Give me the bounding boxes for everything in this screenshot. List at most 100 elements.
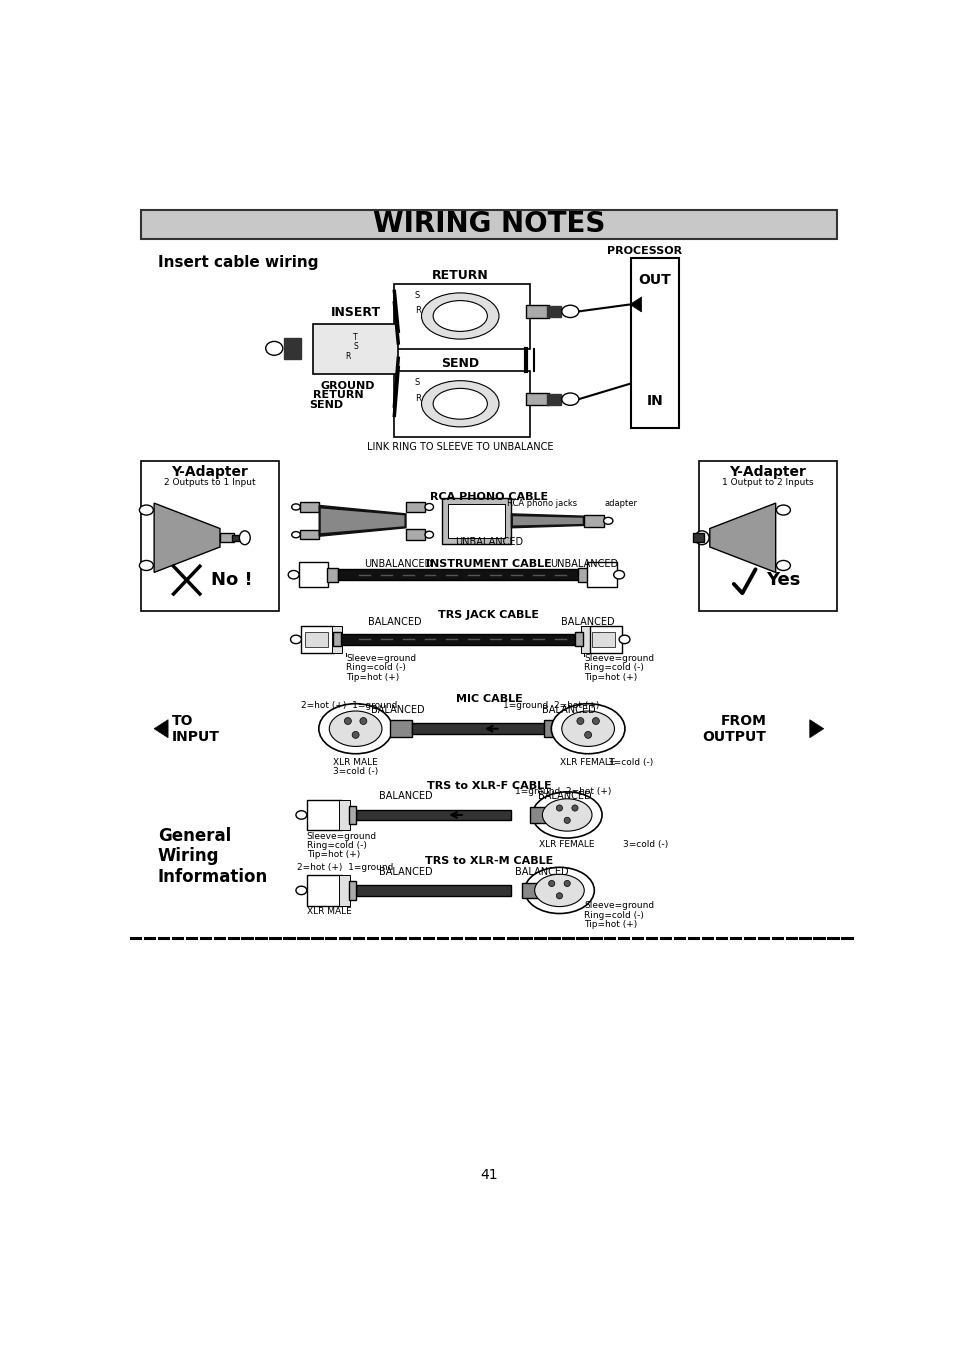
Ellipse shape	[776, 505, 790, 516]
Text: RETURN: RETURN	[432, 270, 488, 282]
Text: TO
INPUT: TO INPUT	[172, 714, 219, 744]
Text: UNBALANCED: UNBALANCED	[364, 559, 432, 568]
Bar	[589, 625, 621, 653]
Ellipse shape	[433, 389, 487, 420]
Ellipse shape	[563, 817, 570, 824]
Text: XLR MALE: XLR MALE	[307, 907, 352, 917]
Text: Sleeve=ground: Sleeve=ground	[583, 655, 654, 663]
Text: 1 Output to 2 Inputs: 1 Output to 2 Inputs	[721, 478, 813, 487]
Ellipse shape	[239, 531, 250, 544]
Ellipse shape	[421, 381, 498, 427]
Ellipse shape	[292, 504, 300, 510]
Polygon shape	[511, 514, 583, 528]
Ellipse shape	[603, 517, 612, 524]
Text: S: S	[415, 378, 420, 387]
Text: Ring=cold (-): Ring=cold (-)	[583, 910, 643, 919]
Bar	[543, 721, 565, 737]
Bar	[525, 305, 549, 317]
Ellipse shape	[618, 634, 629, 644]
Bar	[406, 529, 425, 540]
Text: TRS to XLR-M CABLE: TRS to XLR-M CABLE	[424, 856, 553, 867]
Text: Y-Adapter: Y-Adapter	[172, 466, 248, 479]
Ellipse shape	[561, 393, 578, 405]
Text: LINK RING TO SLEEVE TO UNBALANCE: LINK RING TO SLEEVE TO UNBALANCE	[367, 441, 553, 452]
Bar	[299, 531, 319, 539]
Text: BALANCED: BALANCED	[541, 705, 595, 716]
Polygon shape	[154, 720, 168, 737]
Text: 1=ground  2=hot (+): 1=ground 2=hot (+)	[515, 787, 611, 796]
Text: RCA PHONO CABLE: RCA PHONO CABLE	[430, 491, 547, 502]
Text: PROCESSOR: PROCESSOR	[607, 246, 682, 255]
Bar	[232, 535, 241, 541]
Polygon shape	[319, 505, 406, 536]
Bar	[692, 533, 703, 543]
Text: RETURN: RETURN	[313, 390, 363, 401]
Text: Sleeve=ground: Sleeve=ground	[346, 655, 416, 663]
Bar	[339, 799, 350, 830]
Text: R: R	[415, 306, 420, 315]
Polygon shape	[629, 297, 641, 312]
Ellipse shape	[329, 711, 381, 747]
Bar	[587, 563, 617, 587]
Bar	[313, 324, 397, 374]
Ellipse shape	[561, 305, 578, 317]
Bar	[575, 632, 582, 647]
Bar	[699, 460, 836, 612]
Text: Ring=cold (-): Ring=cold (-)	[307, 841, 366, 850]
Ellipse shape	[421, 293, 498, 339]
Bar	[412, 724, 543, 734]
Text: XLR FEMALE: XLR FEMALE	[538, 840, 595, 849]
Text: MIC CABLE: MIC CABLE	[456, 694, 521, 705]
Ellipse shape	[556, 805, 562, 811]
Polygon shape	[154, 504, 220, 572]
Bar	[348, 882, 356, 899]
Bar	[307, 875, 341, 906]
Text: UNBALANCED: UNBALANCED	[550, 559, 618, 568]
Bar	[390, 721, 412, 737]
Bar	[546, 306, 560, 317]
Text: Tip=hot (+): Tip=hot (+)	[583, 672, 637, 682]
Text: IN: IN	[646, 394, 662, 408]
Bar	[441, 498, 511, 544]
Bar	[583, 514, 604, 526]
Bar	[394, 371, 530, 437]
Text: SEND: SEND	[440, 358, 478, 370]
Bar	[580, 625, 592, 653]
Text: Ring=cold (-): Ring=cold (-)	[346, 663, 406, 672]
Text: BALANCED: BALANCED	[537, 791, 591, 802]
Polygon shape	[320, 509, 404, 533]
Ellipse shape	[344, 718, 351, 725]
Bar	[298, 563, 328, 587]
Bar	[394, 284, 530, 350]
Text: SEND: SEND	[309, 400, 343, 409]
Text: BALANCED: BALANCED	[560, 617, 615, 628]
Ellipse shape	[542, 799, 592, 832]
Text: 41: 41	[479, 1168, 497, 1181]
Bar	[332, 625, 342, 653]
Bar	[546, 394, 560, 405]
Bar	[356, 810, 511, 821]
Text: Sleeve=ground: Sleeve=ground	[583, 902, 654, 910]
Ellipse shape	[584, 732, 591, 738]
Ellipse shape	[433, 301, 487, 331]
Bar	[141, 460, 278, 612]
Text: RCA phono jacks: RCA phono jacks	[506, 498, 576, 508]
Ellipse shape	[291, 634, 301, 644]
Ellipse shape	[577, 718, 583, 725]
Bar	[141, 209, 836, 239]
Ellipse shape	[776, 560, 790, 571]
Ellipse shape	[592, 718, 598, 725]
Text: 2 Outputs to 1 Input: 2 Outputs to 1 Input	[164, 478, 255, 487]
Bar	[283, 338, 300, 359]
Text: S: S	[415, 290, 420, 300]
Ellipse shape	[295, 811, 307, 819]
Bar	[220, 533, 233, 543]
Bar	[406, 502, 425, 513]
Bar	[521, 883, 540, 898]
Ellipse shape	[524, 867, 594, 914]
Ellipse shape	[556, 892, 562, 899]
Ellipse shape	[534, 875, 583, 907]
Text: GROUND: GROUND	[320, 381, 375, 392]
Ellipse shape	[352, 732, 358, 738]
Ellipse shape	[139, 560, 153, 571]
